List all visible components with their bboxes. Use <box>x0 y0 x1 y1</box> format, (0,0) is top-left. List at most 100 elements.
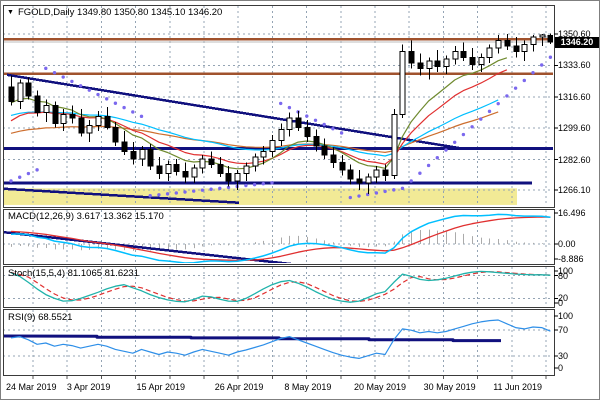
sar-dot <box>305 114 309 118</box>
candle-bullish[interactable] <box>243 165 250 175</box>
sar-dot <box>522 78 526 83</box>
candle-bullish[interactable] <box>452 51 459 60</box>
sar-dot <box>52 70 57 75</box>
sar-dot <box>461 132 466 137</box>
macd-panel-border <box>3 209 555 265</box>
candle-bearish[interactable] <box>78 117 85 134</box>
candle-bearish[interactable] <box>208 158 215 165</box>
sar-dot <box>9 179 13 183</box>
candle-bearish[interactable] <box>356 178 363 184</box>
candle-bearish[interactable] <box>339 161 346 171</box>
candle-bearish[interactable] <box>182 171 189 178</box>
candle-bullish[interactable] <box>539 34 546 38</box>
sar-dot <box>105 97 109 101</box>
candle-bullish[interactable] <box>95 115 102 127</box>
candle-bearish[interactable] <box>382 169 389 176</box>
candle-bearish[interactable] <box>52 104 59 125</box>
candle-bearish[interactable] <box>434 60 441 67</box>
time-axis-label: 24 Mar 2019 <box>6 382 57 392</box>
sar-dot <box>487 109 492 114</box>
candle-bullish[interactable] <box>365 176 372 184</box>
candle-bearish[interactable] <box>469 56 476 66</box>
candle-bullish[interactable] <box>486 47 493 58</box>
candle-bullish[interactable] <box>426 60 433 69</box>
candle-bearish[interactable] <box>321 145 328 156</box>
sar-dot <box>331 127 335 131</box>
candle-bearish[interactable] <box>112 126 119 143</box>
candle-bearish[interactable] <box>104 115 111 128</box>
macd-panel-layer <box>4 210 553 263</box>
sar-dot <box>505 94 509 98</box>
candle-bullish[interactable] <box>399 51 406 115</box>
sar-dot <box>44 66 48 71</box>
candle-bearish[interactable] <box>513 45 520 53</box>
candle-bearish[interactable] <box>504 40 511 47</box>
candle-bearish[interactable] <box>408 51 415 64</box>
symbol-title: ▼ FGOLD,Daily 1349.80 1350.80 1345.10 134… <box>7 7 222 18</box>
sar-dot <box>400 186 405 191</box>
candle-bullish[interactable] <box>286 117 293 130</box>
candle-bullish[interactable] <box>495 40 502 49</box>
candle-bullish[interactable] <box>86 125 93 134</box>
macd-axis-label: 16.496 <box>558 208 586 218</box>
candle-bullish[interactable] <box>391 113 398 176</box>
stoch-k-line <box>10 270 551 303</box>
candle-bearish[interactable] <box>34 95 41 114</box>
candle-bearish[interactable] <box>313 136 320 147</box>
sar-dot <box>322 122 326 127</box>
candle-bullish[interactable] <box>191 167 198 178</box>
symbol-dropdown-icon[interactable]: ▼ <box>7 9 14 16</box>
candle-bullish[interactable] <box>43 104 50 114</box>
candle-bearish[interactable] <box>25 82 32 97</box>
sar-dot <box>339 131 344 135</box>
candle-bearish[interactable] <box>173 163 180 173</box>
candle-bearish[interactable] <box>547 34 553 43</box>
candle-bullish[interactable] <box>234 173 241 182</box>
main-panel-layer <box>4 6 553 206</box>
candle-bearish[interactable] <box>417 62 424 69</box>
rsi-panel-layer <box>4 310 553 374</box>
candle-bullish[interactable] <box>252 156 259 167</box>
candle-bearish[interactable] <box>130 150 137 160</box>
sar-dot <box>113 101 118 105</box>
sar-dot <box>348 195 352 200</box>
rsi-line <box>10 319 551 359</box>
candle-bearish[interactable] <box>147 149 154 167</box>
candle-bearish[interactable] <box>460 51 467 58</box>
candle-bullish[interactable] <box>278 128 285 141</box>
candle-bullish[interactable] <box>521 43 528 53</box>
candle-bullish[interactable] <box>373 169 380 178</box>
macd-title: MACD(12,26,9) 3.617 13.362 15.170 <box>8 211 164 222</box>
candle-bearish[interactable] <box>121 141 128 152</box>
candle-bearish[interactable] <box>295 117 302 128</box>
candle-bullish[interactable] <box>269 139 276 152</box>
candle-bearish[interactable] <box>217 163 224 175</box>
sar-dot <box>192 189 196 193</box>
sar-dot <box>444 148 448 152</box>
candle-bullish[interactable] <box>165 163 172 175</box>
candle-bearish[interactable] <box>69 113 76 119</box>
sar-dot <box>513 86 518 90</box>
candle-bullish[interactable] <box>60 113 67 125</box>
candle-bearish[interactable] <box>330 154 337 163</box>
candle-bullish[interactable] <box>17 82 24 103</box>
sar-dot <box>78 84 83 88</box>
candle-bearish[interactable] <box>8 86 15 103</box>
candle-bullish[interactable] <box>199 158 206 169</box>
sar-dot <box>70 79 74 84</box>
candle-bullish[interactable] <box>443 58 450 67</box>
candle-bearish[interactable] <box>156 165 163 175</box>
candle-bullish[interactable] <box>530 36 537 45</box>
time-axis-label: 3 Apr 2019 <box>66 382 111 392</box>
candle-bullish[interactable] <box>260 150 267 158</box>
price-axis-label: 1350.60 <box>558 29 591 39</box>
stoch-d-line <box>10 271 551 302</box>
candle-bearish[interactable] <box>225 173 232 182</box>
candle-bullish[interactable] <box>478 56 485 66</box>
candle-bullish[interactable] <box>139 149 146 160</box>
candle-bearish[interactable] <box>304 126 311 138</box>
ma-olive-line <box>10 57 508 170</box>
candle-bearish[interactable] <box>347 169 354 180</box>
symbol-ohlc-text: FGOLD,Daily 1349.80 1350.80 1345.10 1346… <box>17 7 223 18</box>
